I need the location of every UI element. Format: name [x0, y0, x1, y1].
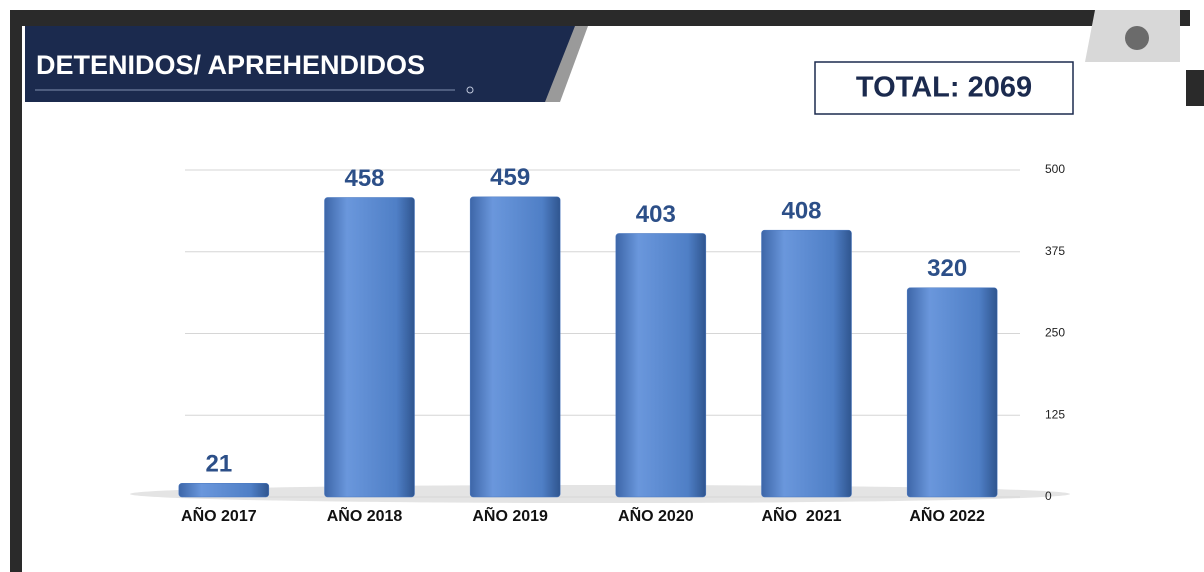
title-ornament	[466, 86, 474, 94]
bar	[761, 229, 852, 498]
value-label: 458	[344, 165, 384, 192]
x-tick-label: AÑO 2018	[327, 505, 403, 525]
total-box	[814, 61, 1074, 115]
chart-title: DETENIDOS/ APREHENDIDOS	[36, 50, 425, 80]
bar	[615, 233, 707, 498]
value-label: 403	[636, 201, 676, 228]
x-tick-label: AÑO 2017	[181, 505, 257, 525]
right-tab	[1186, 70, 1204, 106]
x-tick-label: AÑO 2019	[472, 505, 548, 525]
y-tick-label: 375	[1045, 244, 1065, 258]
x-tick-label: AÑO 2020	[618, 505, 694, 525]
value-label: 408	[781, 198, 821, 225]
bar	[906, 287, 998, 498]
left-bar	[10, 10, 22, 572]
bar	[469, 196, 561, 498]
value-label: 320	[927, 255, 967, 282]
total-label: TOTAL: 2069	[856, 72, 1032, 104]
y-tick-label: 125	[1045, 407, 1065, 421]
logo	[1125, 26, 1149, 50]
y-tick-label: 250	[1045, 326, 1065, 340]
y-tick-label: 0	[1045, 489, 1052, 503]
x-tick-label: AÑO 2022	[909, 505, 985, 525]
value-label: 459	[490, 164, 530, 191]
y-tick-label: 500	[1045, 162, 1065, 176]
value-label: 21	[205, 451, 232, 478]
x-tick-label: AÑO 2021	[761, 505, 841, 525]
bar	[178, 483, 270, 498]
bar	[324, 197, 415, 498]
title-box	[25, 26, 575, 102]
top-bar	[10, 10, 1190, 26]
